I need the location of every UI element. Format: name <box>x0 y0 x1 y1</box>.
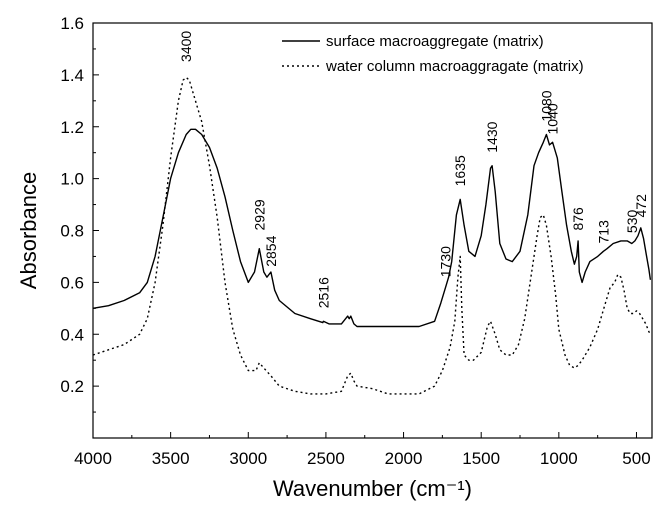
peak-label: 2929 <box>251 199 267 230</box>
series-line-water-column <box>92 76 652 395</box>
peak-label: 530 <box>624 210 640 234</box>
x-tick-label: 500 <box>622 449 650 468</box>
plot-frame <box>92 22 653 439</box>
peak-label: 2516 <box>315 277 331 308</box>
legend: surface macroaggregate (matrix) water co… <box>282 33 584 75</box>
y-tick-label: 0.8 <box>60 222 84 241</box>
x-tick-label: 2500 <box>307 449 345 468</box>
y-axis-label: Absorbance <box>16 172 41 289</box>
x-tick-label: 2000 <box>385 449 423 468</box>
x-tick-label: 4000 <box>74 449 112 468</box>
y-tick-label: 0.2 <box>60 377 84 396</box>
peak-label: 2854 <box>263 235 279 266</box>
peak-label: 1635 <box>452 155 468 186</box>
peak-label: 1040 <box>545 103 561 134</box>
y-tick-label: 0.4 <box>60 325 84 344</box>
y-tick-label: 1.0 <box>60 170 84 189</box>
legend-label-water-column: water column macroaggragate (matrix) <box>325 58 584 75</box>
peak-label: 1430 <box>484 121 500 152</box>
x-tick-label: 3000 <box>229 449 267 468</box>
peak-label: 876 <box>570 207 586 231</box>
x-tick-label: 3500 <box>152 449 190 468</box>
peak-label: 3400 <box>178 31 194 62</box>
series-layer <box>92 76 652 395</box>
peak-label: 1730 <box>437 246 453 277</box>
y-tick-label: 1.2 <box>60 118 84 137</box>
peak-label: 713 <box>595 220 611 244</box>
peak-label: 1080 <box>538 90 554 121</box>
x-tick-label: 1500 <box>462 449 500 468</box>
axis-ticks: 4000 3500 3000 2500 2000 1500 1000 500 0.2 0.4 0.6… <box>60 14 650 468</box>
y-tick-label: 0.6 <box>60 273 84 292</box>
y-tick-label: 1.6 <box>60 14 84 33</box>
x-axis-label: Wavenumber (cm⁻¹) <box>273 476 472 501</box>
x-tick-label: 1000 <box>540 449 578 468</box>
y-tick-label: 1.4 <box>60 66 84 85</box>
peak-label: 472 <box>633 194 649 218</box>
series-line-surface <box>92 128 652 328</box>
legend-label-surface: surface macroaggregate (matrix) <box>326 33 544 50</box>
